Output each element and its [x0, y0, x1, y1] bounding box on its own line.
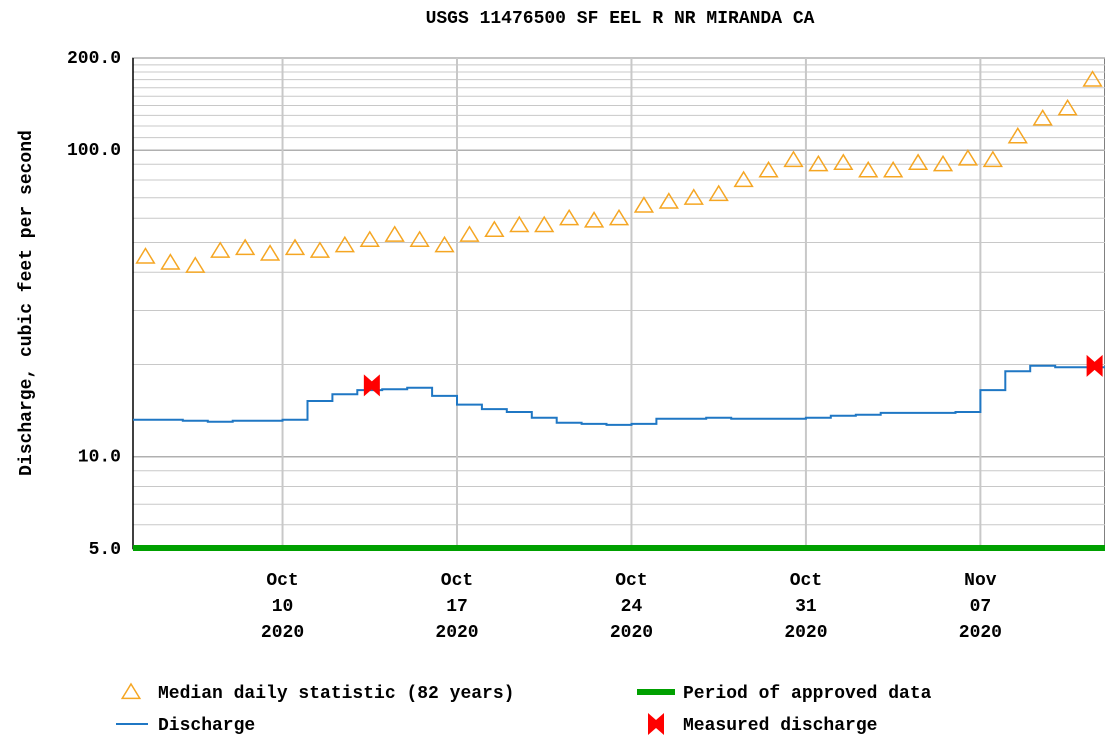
median-marker — [858, 160, 879, 178]
median-marker — [235, 238, 256, 256]
legend-swatch — [648, 713, 664, 735]
median-marker — [484, 220, 505, 237]
x-tick-label: Oct — [790, 571, 822, 591]
measured-marker — [1086, 354, 1103, 377]
y-tick-label: 5.0 — [89, 540, 121, 560]
x-tick-label: 2020 — [610, 623, 653, 643]
chart-title: USGS 11476500 SF EEL R NR MIRANDA CA — [426, 9, 815, 29]
x-tick-label: Oct — [266, 571, 298, 591]
x-tick-label: 2020 — [435, 623, 478, 643]
x-tick-label: Nov — [964, 571, 997, 591]
median-marker — [883, 160, 904, 178]
legend-label: Median daily statistic (82 years) — [158, 684, 514, 704]
median-marker — [559, 208, 580, 226]
median-marker — [509, 215, 530, 233]
median-marker — [384, 225, 405, 242]
median-marker — [783, 150, 804, 168]
x-tick-label: 24 — [621, 597, 643, 617]
legend-swatch — [120, 682, 142, 700]
x-tick-label: 10 — [272, 597, 294, 617]
median-marker — [160, 253, 181, 270]
y-tick-label: 10.0 — [78, 447, 121, 467]
legend-label: Discharge — [158, 716, 255, 736]
measured-marker — [363, 374, 380, 397]
legend-label: Period of approved data — [683, 684, 932, 704]
legend: Median daily statistic (82 years) Period … — [116, 682, 932, 736]
median-marker — [957, 149, 979, 166]
median-marker — [459, 225, 480, 242]
y-tick-label: 200.0 — [67, 49, 121, 69]
median-marker — [633, 196, 655, 213]
discharge-line — [133, 364, 1105, 426]
median-marker — [434, 235, 455, 253]
median-marker — [708, 184, 729, 202]
legend-label: Measured discharge — [683, 716, 877, 736]
x-tick-label: Oct — [615, 571, 647, 591]
x-tick-label: 07 — [970, 597, 992, 617]
x-tick-label: 17 — [446, 597, 468, 617]
median-marker — [1032, 109, 1053, 126]
median-marker — [833, 153, 854, 170]
median-marker — [982, 150, 1003, 168]
plot-area — [132, 57, 1105, 550]
median-marker — [808, 154, 829, 172]
median-marker — [259, 244, 281, 261]
median-marker — [907, 153, 929, 170]
median-marker — [135, 247, 156, 264]
x-tick-label: 31 — [795, 597, 817, 617]
y-axis-label: Discharge, cubic feet per second — [17, 130, 37, 476]
median-marker — [932, 154, 954, 172]
median-marker — [309, 241, 331, 258]
median-marker — [534, 215, 555, 233]
y-tick-label: 100.0 — [67, 141, 121, 161]
median-marker — [1057, 98, 1078, 116]
median-marker — [1082, 70, 1103, 87]
x-tick-label: Oct — [441, 571, 473, 591]
x-tick-label: 2020 — [784, 623, 827, 643]
median-marker — [284, 238, 306, 256]
median-marker — [658, 192, 679, 209]
median-marker — [359, 230, 380, 248]
median-marker — [1007, 126, 1028, 144]
median-marker — [185, 256, 206, 273]
median-marker — [758, 160, 779, 178]
x-tick-label: 2020 — [261, 623, 304, 643]
median-marker — [683, 188, 704, 205]
median-marker — [608, 208, 630, 226]
median-marker — [334, 235, 355, 253]
median-marker — [733, 170, 754, 188]
x-tick-label: 2020 — [959, 623, 1002, 643]
median-marker — [583, 211, 605, 228]
median-marker — [210, 241, 231, 258]
median-marker — [409, 230, 430, 248]
